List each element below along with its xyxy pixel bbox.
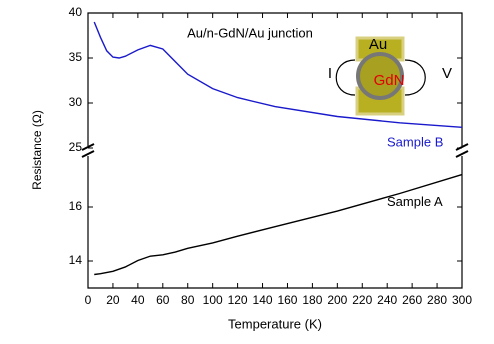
annotation: Au/n-GdN/Au junction — [187, 25, 313, 40]
axis-break — [81, 150, 95, 158]
x-tick-label: 200 — [327, 293, 347, 307]
x-tick-label: 40 — [131, 293, 145, 307]
series-line — [94, 173, 463, 276]
series-line — [93, 21, 463, 128]
y-tick-label: 35 — [69, 50, 83, 64]
x-axis-title: Temperature (K) — [228, 316, 322, 331]
x-tick-label: 20 — [106, 293, 120, 307]
x-tick-label: 260 — [402, 293, 422, 307]
inset-label: I — [328, 65, 332, 82]
x-tick-label: 180 — [302, 293, 322, 307]
inset-device — [335, 36, 426, 116]
x-tick-label: 220 — [352, 293, 372, 307]
x-tick-label: 280 — [427, 293, 447, 307]
y-tick-label: 16 — [69, 199, 83, 213]
y-tick-label: 14 — [69, 253, 83, 267]
x-tick-label: 160 — [277, 293, 297, 307]
x-tick-label: 120 — [228, 293, 248, 307]
legend-label: Sample A — [387, 194, 443, 209]
y-tick-label: 30 — [69, 95, 83, 109]
legend-label: Sample B — [387, 135, 443, 150]
axis-break — [81, 143, 95, 151]
bottom-frame — [87, 156, 463, 289]
y-tick-label: 40 — [69, 5, 83, 19]
x-tick-label: 100 — [203, 293, 223, 307]
x-tick-label: 300 — [452, 293, 472, 307]
x-tick-label: 0 — [85, 293, 92, 307]
y-tick-label: 25 — [69, 140, 83, 154]
top-frame — [87, 12, 463, 146]
x-tick-label: 240 — [377, 293, 397, 307]
inset-label: V — [442, 65, 452, 82]
x-tick-label: 80 — [181, 293, 195, 307]
y-axis-title: Resistance (Ω) — [30, 110, 44, 190]
x-tick-label: 140 — [253, 293, 273, 307]
x-tick-label: 60 — [156, 293, 170, 307]
inset-label: GdN — [374, 72, 405, 89]
axis-break — [455, 150, 469, 158]
inset-label: Au — [369, 36, 387, 53]
axis-break — [455, 143, 469, 151]
